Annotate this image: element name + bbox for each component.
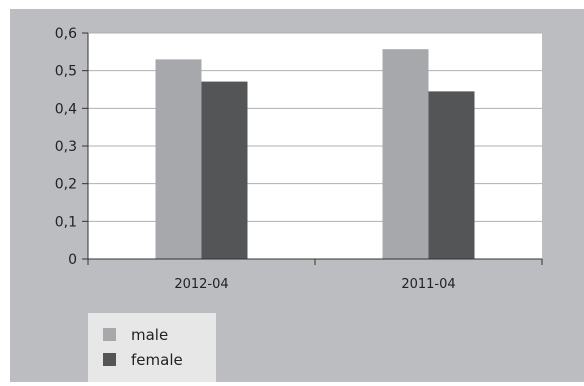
x-tick-label: 2011-04	[401, 277, 455, 292]
y-tick-label: 0,3	[55, 139, 77, 155]
y-tick-label: 0,5	[55, 64, 77, 80]
y-tick-label: 0,6	[55, 26, 77, 42]
bar-female-2012-04	[201, 81, 248, 259]
legend-box	[88, 313, 216, 382]
y-tick-label: 0	[68, 252, 77, 268]
x-tick-label: 2012-04	[174, 277, 228, 292]
legend: male female	[88, 313, 216, 382]
legend-label-female: female	[131, 351, 183, 369]
axes: 0 0,1 0,2 0,3 0,4 0,5 0,6 2012-04 2011-04	[55, 26, 543, 292]
legend-swatch-female	[103, 353, 116, 366]
bar-male-2011-04	[382, 49, 429, 259]
y-tick-label: 0,2	[55, 177, 77, 193]
bar-male-2012-04	[155, 59, 202, 259]
legend-swatch-male	[103, 328, 116, 341]
y-tick-label: 0,1	[55, 214, 77, 230]
legend-label-male: male	[131, 326, 168, 344]
y-tick-label: 0,4	[55, 101, 77, 117]
bars	[155, 49, 475, 259]
bar-female-2011-04	[428, 91, 475, 259]
